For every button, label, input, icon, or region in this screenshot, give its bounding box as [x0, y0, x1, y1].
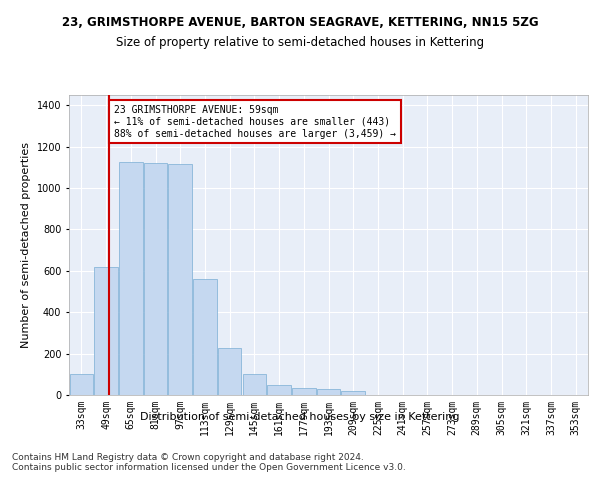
Bar [70, 374, 93, 395]
Bar [144, 164, 167, 395]
Bar [341, 392, 365, 395]
Bar [317, 389, 340, 395]
Bar [268, 385, 291, 395]
Y-axis label: Number of semi-detached properties: Number of semi-detached properties [21, 142, 31, 348]
Text: Size of property relative to semi-detached houses in Kettering: Size of property relative to semi-detach… [116, 36, 484, 49]
Bar [193, 279, 217, 395]
Bar [169, 164, 192, 395]
Bar [242, 374, 266, 395]
Text: 23, GRIMSTHORPE AVENUE, BARTON SEAGRAVE, KETTERING, NN15 5ZG: 23, GRIMSTHORPE AVENUE, BARTON SEAGRAVE,… [62, 16, 538, 29]
Bar [292, 388, 316, 395]
Bar [218, 348, 241, 395]
Text: Contains HM Land Registry data © Crown copyright and database right 2024.
Contai: Contains HM Land Registry data © Crown c… [12, 453, 406, 472]
Bar [119, 162, 143, 395]
Text: Distribution of semi-detached houses by size in Kettering: Distribution of semi-detached houses by … [140, 412, 460, 422]
Bar [94, 266, 118, 395]
Text: 23 GRIMSTHORPE AVENUE: 59sqm
← 11% of semi-detached houses are smaller (443)
88%: 23 GRIMSTHORPE AVENUE: 59sqm ← 11% of se… [114, 106, 396, 138]
